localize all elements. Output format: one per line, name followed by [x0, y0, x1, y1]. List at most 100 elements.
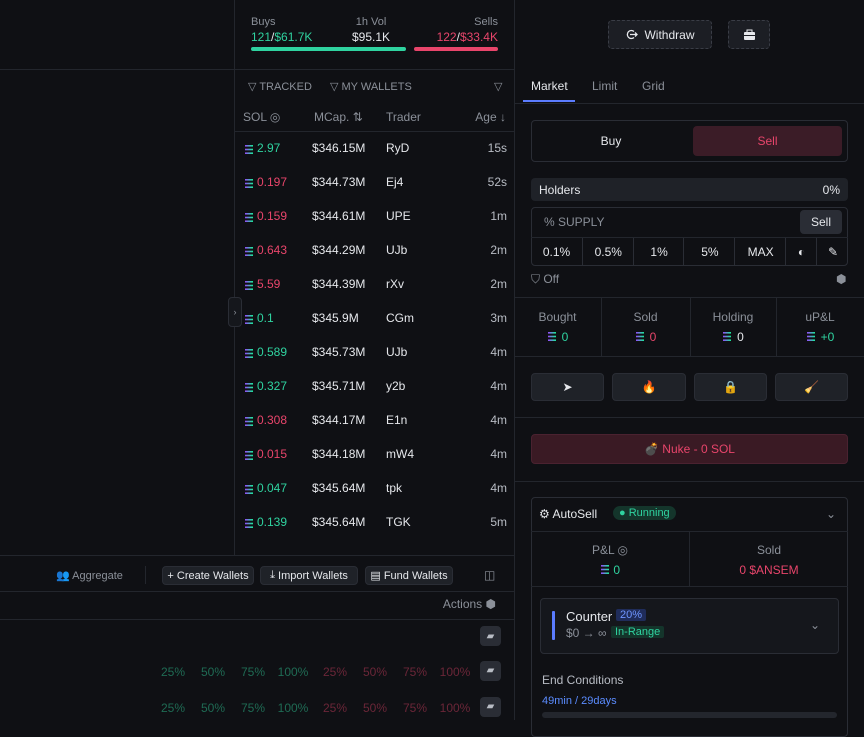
trade-row[interactable]: 0.643 $344.29M UJb 2m [235, 234, 514, 268]
my-wallets-filter[interactable]: ▽ MY WALLETS [330, 81, 412, 93]
buys-value: $61.7K [274, 30, 313, 44]
nuke-button[interactable]: 💣 Nuke - 0 SOL [531, 434, 848, 464]
separator: / [456, 30, 460, 44]
mcap-header: MCap. [314, 110, 350, 124]
quick-sell[interactable]: 75% [402, 701, 428, 715]
edit-icon[interactable]: ✎ [816, 238, 849, 266]
column-header[interactable]: Age ↓ [475, 110, 506, 124]
supply-sell-button[interactable]: Sell [800, 210, 842, 234]
collapse-handle[interactable]: › [228, 297, 242, 327]
trade-row[interactable]: 2.97 $346.15M RyD 15s [235, 132, 514, 166]
column-header[interactable]: SOL ◎ [243, 110, 281, 124]
trade-age: 4m [490, 345, 507, 359]
trade-row[interactable]: 0.015 $344.18M mW4 4m [235, 438, 514, 472]
quick-sell[interactable]: 25% [322, 701, 348, 715]
withdraw-button[interactable]: Withdraw [608, 20, 712, 49]
trade-trader: TGK [386, 515, 411, 529]
trade-row[interactable]: 0.327 $345.71M y2b 4m [235, 370, 514, 404]
order-tab[interactable]: Limit [592, 79, 618, 93]
pnl-label: P&L ◎ [591, 543, 629, 557]
tracked-filter[interactable]: ▽ TRACKED [248, 81, 312, 93]
aggregate-toggle[interactable]: 👥 Aggregate [56, 570, 123, 582]
expand-icon[interactable]: ⌄ [810, 618, 821, 632]
sol-icon [244, 347, 254, 361]
quick-buy[interactable]: 25% [160, 701, 186, 715]
trade-row[interactable]: 0.308 $344.17M E1n 4m [235, 404, 514, 438]
trade-row[interactable]: 0.047 $345.64M tpk 4m [235, 472, 514, 506]
share-button[interactable]: ➤ [531, 373, 604, 401]
sell-tab[interactable]: Sell [693, 126, 842, 156]
quick-sell[interactable]: 100% [439, 665, 471, 679]
trade-age: 5m [490, 515, 507, 529]
withdraw-label: Withdraw [644, 27, 695, 42]
quick-buy[interactable]: 75% [240, 701, 266, 715]
trade-trader: RyD [386, 141, 410, 155]
divider [514, 0, 515, 720]
supply-label: % SUPPLY [544, 215, 605, 229]
trade-row[interactable]: 0.589 $345.73M UJb 4m [235, 336, 514, 370]
quick-sell[interactable]: 50% [362, 701, 388, 715]
order-tab[interactable]: Market [531, 79, 568, 93]
trade-mcap: $344.18M [312, 447, 366, 461]
import-label: Import Wallets [278, 569, 348, 582]
order-tab[interactable]: Grid [642, 79, 665, 93]
folder-button[interactable]: ▰ [480, 661, 501, 681]
trade-sol: 0.327 [257, 379, 288, 393]
preset-button[interactable]: 0.1% [542, 245, 571, 259]
filter-icon[interactable]: ▽ [494, 81, 503, 93]
quick-buy[interactable]: 100% [277, 665, 309, 679]
sells-bar [414, 47, 498, 51]
sol-icon [244, 415, 254, 429]
import-wallets-button[interactable]: ⤓ Import Wallets [260, 566, 358, 585]
withdraw-icon [627, 29, 639, 40]
quick-sell[interactable]: 25% [322, 665, 348, 679]
quick-buy[interactable]: 25% [160, 665, 186, 679]
strategy-card[interactable] [540, 598, 839, 654]
quick-buy[interactable]: 100% [277, 701, 309, 715]
preset-button[interactable]: 5% [683, 238, 735, 266]
trade-mcap: $344.39M [312, 277, 366, 291]
lock-button[interactable]: 🔒 [694, 373, 767, 401]
column-header[interactable]: MCap. ⇅ [314, 110, 363, 124]
folder-button[interactable]: ▰ [480, 626, 501, 646]
quick-buy[interactable]: 50% [200, 701, 226, 715]
quick-buy[interactable]: 75% [240, 665, 266, 679]
trade-age: 52s [487, 175, 507, 189]
quick-sell[interactable]: 50% [362, 665, 388, 679]
sol-icon [244, 381, 254, 395]
trade-mcap: $344.17M [312, 413, 366, 427]
trade-row[interactable]: 0.1 $345.9M CGm 3m [235, 302, 514, 336]
quick-buy[interactable]: 50% [200, 665, 226, 679]
toggle-row[interactable]: ⛉ Off [531, 272, 560, 286]
clean-button[interactable]: 🧹 [775, 373, 848, 401]
quick-sell[interactable]: 75% [402, 665, 428, 679]
trade-sol: 0.159 [257, 209, 288, 223]
half-icon[interactable]: ◐ [785, 238, 817, 266]
actions-header: Actions ⬢ [442, 597, 496, 611]
trade-row[interactable]: 0.197 $344.73M Ej4 52s [235, 166, 514, 200]
trade-row[interactable]: 0.159 $344.61M UPE 1m [235, 200, 514, 234]
preset-button[interactable]: MAX [734, 238, 786, 266]
collapse-icon[interactable]: ⌄ [826, 507, 837, 521]
folder-button[interactable]: ▰ [480, 697, 501, 717]
trade-row[interactable]: 0.139 $345.64M TGK 5m [235, 506, 514, 540]
preset-button[interactable]: 0.5% [581, 238, 634, 266]
wallet-button[interactable] [728, 20, 770, 49]
trader-header[interactable]: Trader [386, 110, 421, 124]
trade-row[interactable]: 5.59 $344.39M rXv 2m [235, 268, 514, 302]
toggle-label: Off [543, 272, 560, 286]
quick-sell[interactable]: 100% [439, 701, 471, 715]
create-wallets-button[interactable]: + Create Wallets [162, 566, 254, 585]
tab-indicator [523, 100, 575, 102]
preset-button[interactable]: 1% [632, 238, 685, 266]
fund-wallets-button[interactable]: ▤ Fund Wallets [365, 566, 453, 585]
strategy-range: $0 → ∞ [566, 626, 607, 640]
buy-tab[interactable]: Buy [600, 134, 622, 148]
aggregate-label: Aggregate [72, 570, 123, 582]
position-number: 0 [737, 330, 744, 344]
burn-button[interactable]: 🔥 [612, 373, 686, 401]
position-number: 0 [649, 330, 657, 344]
layout-icon[interactable]: ◫ [484, 568, 496, 582]
autosell-header[interactable]: ⚙ AutoSell [539, 507, 598, 521]
settings-icon[interactable]: ⬢ [836, 272, 847, 286]
